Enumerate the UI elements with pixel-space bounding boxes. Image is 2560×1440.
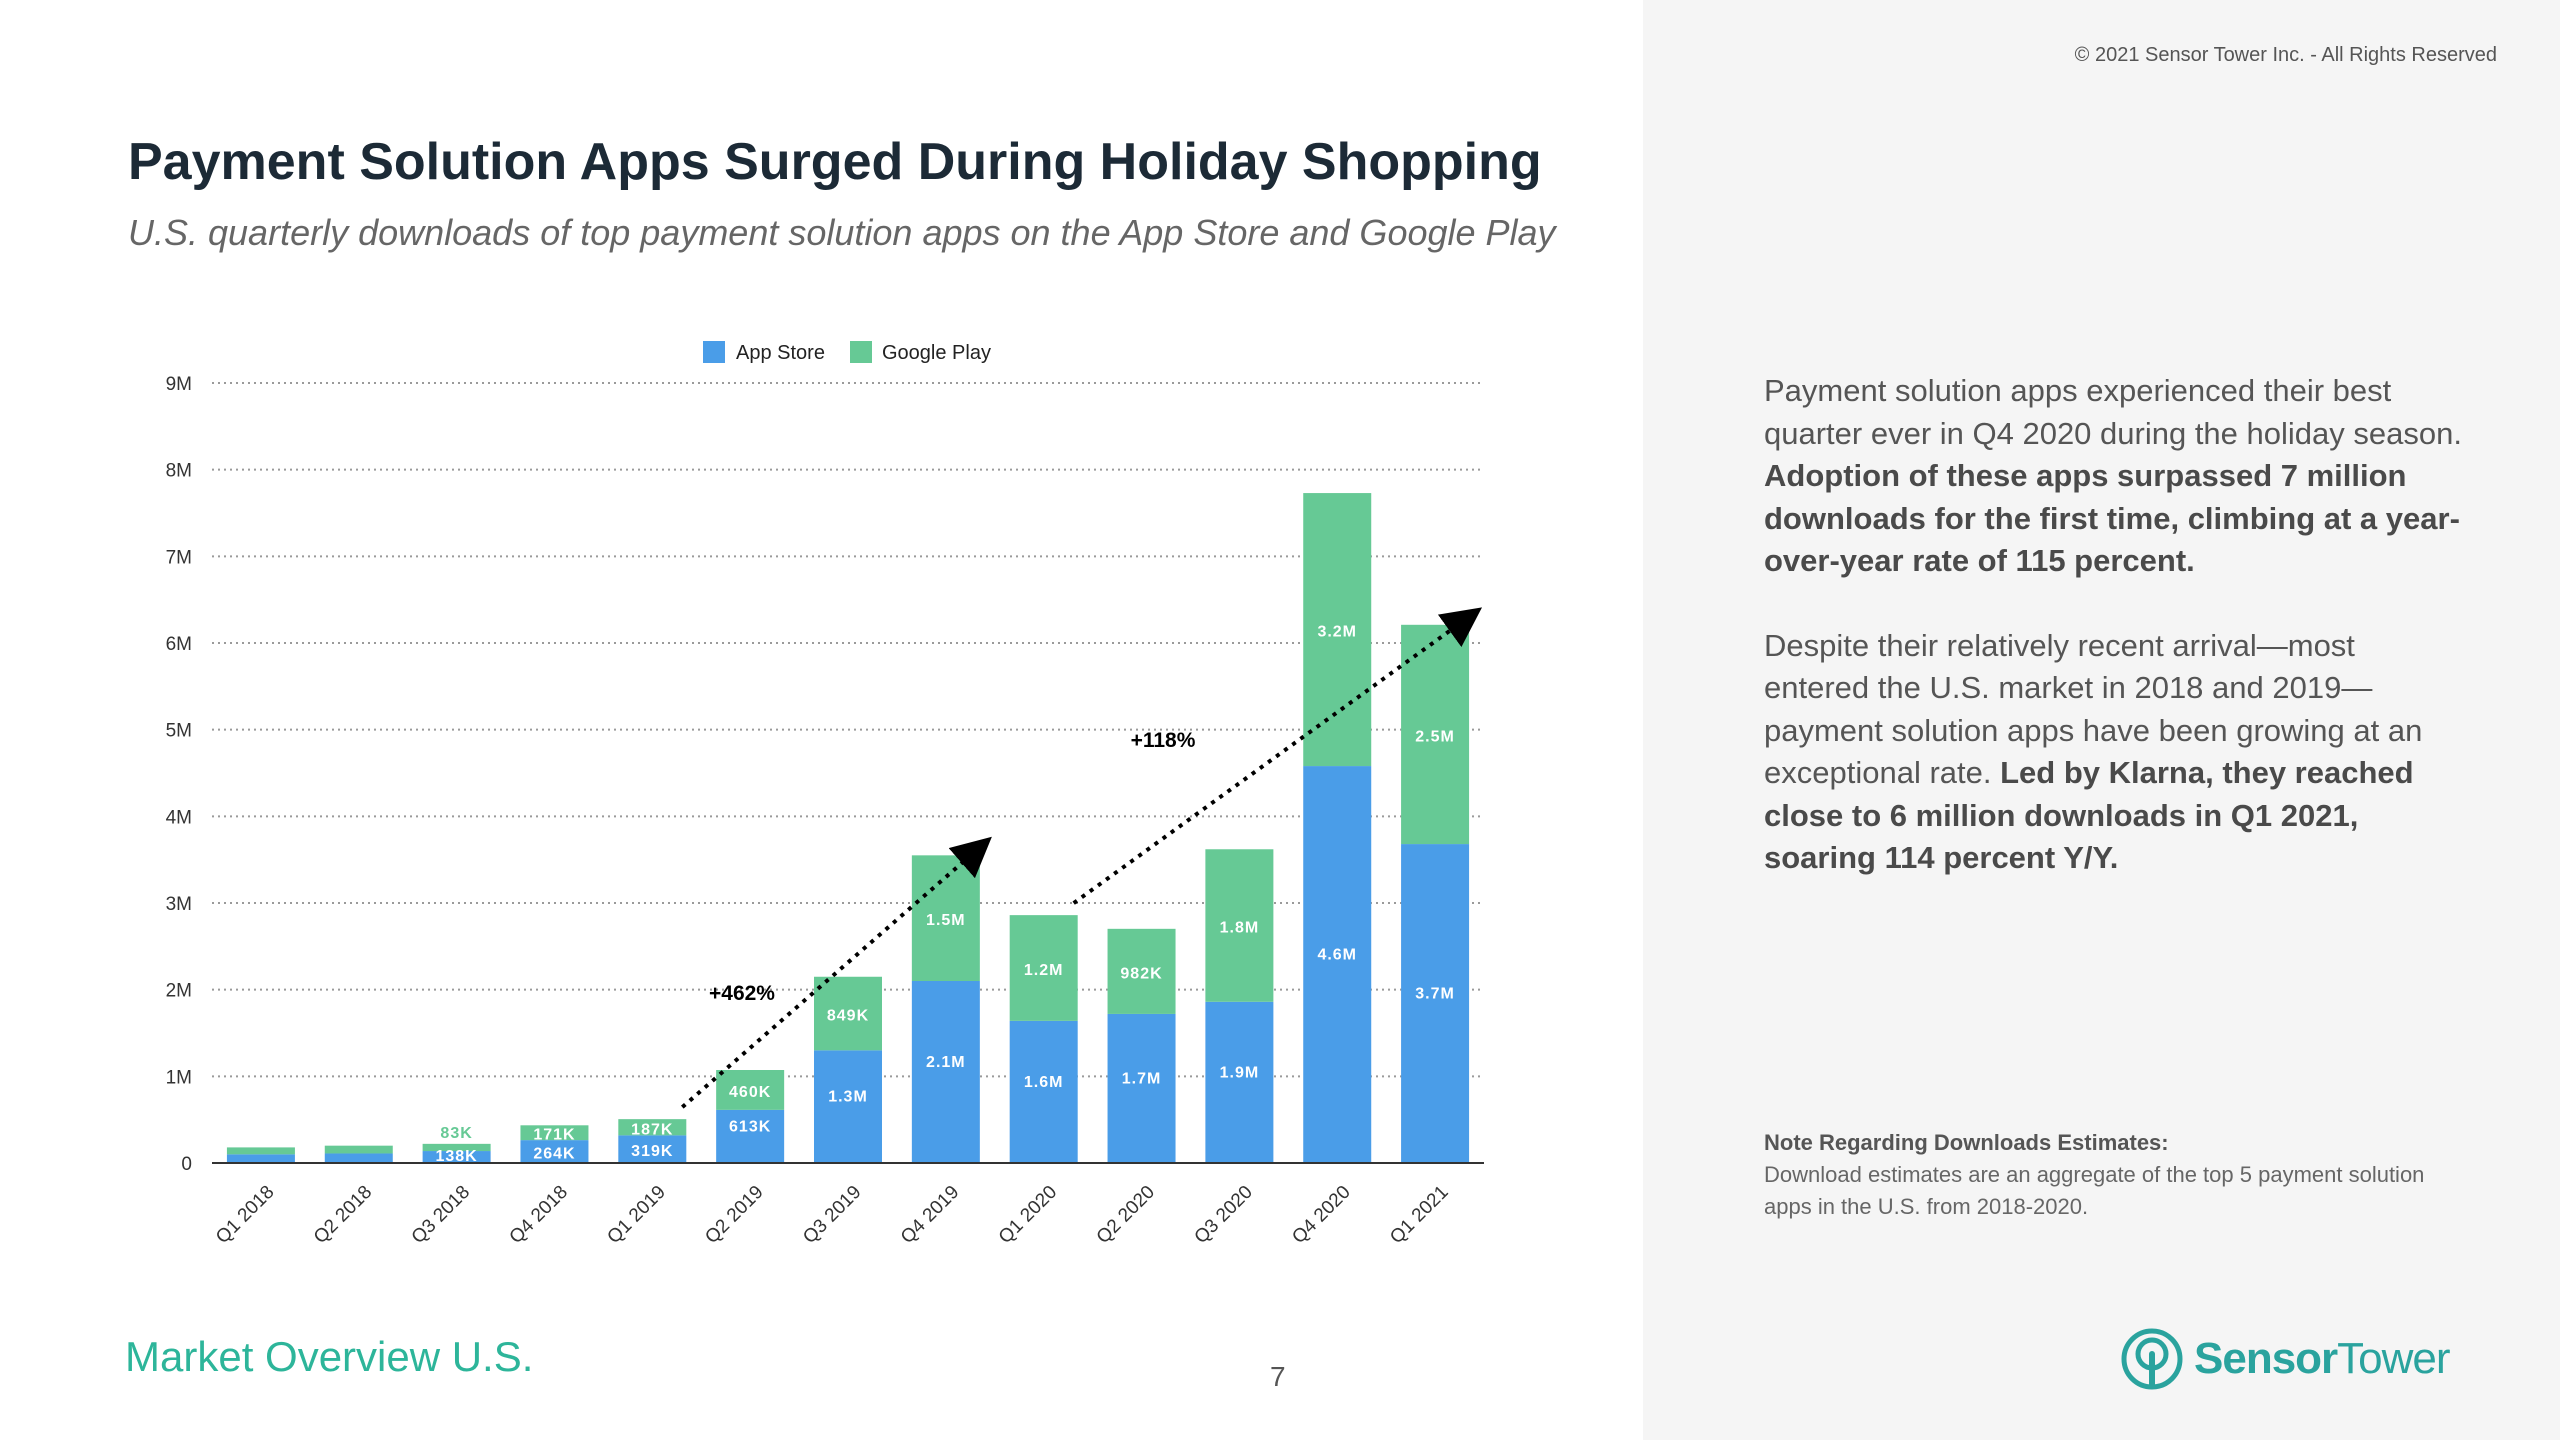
y-tick-label: 8M	[166, 461, 192, 482]
data-label: 982K	[1120, 965, 1162, 982]
logo-text-tower: Tower	[2337, 1334, 2450, 1383]
x-tick-label: Q2 2018	[310, 1182, 376, 1248]
description: Payment solution apps experienced their …	[1764, 370, 2464, 922]
x-tick-label: Q3 2019	[799, 1182, 865, 1248]
data-label: 460K	[729, 1084, 771, 1101]
bar-app-store	[1401, 844, 1470, 1163]
desc-p1-bold: Adoption of these apps surpassed 7 milli…	[1764, 458, 2460, 578]
bar-google-play	[1107, 928, 1176, 1014]
bar-google-play	[520, 1125, 589, 1141]
desc-p2-text: Despite their relatively recent arrival—…	[1764, 627, 2423, 791]
y-tick-label: 9M	[166, 374, 192, 395]
sensor-tower-logo: SensorTower	[2120, 1327, 2451, 1391]
desc-p2-bold: Led by Klarna, they reached close to 6 m…	[1764, 755, 2414, 875]
x-tick-label: Q2 2019	[701, 1182, 767, 1248]
bar-google-play	[226, 1147, 295, 1155]
note-text: Download estimates are an aggregate of t…	[1764, 1162, 2425, 1219]
legend-label-google-play: Google Play	[882, 342, 991, 364]
bar-google-play	[1009, 915, 1078, 1021]
page-title: Payment Solution Apps Surged During Holi…	[128, 133, 1542, 191]
data-label: 1.7M	[1122, 1070, 1162, 1087]
x-tick-label: Q2 2020	[1093, 1182, 1159, 1248]
data-label: 319K	[631, 1143, 673, 1160]
x-tick-label: Q4 2018	[506, 1182, 572, 1248]
note-title: Note Regarding Downloads Estimates:	[1764, 1130, 2169, 1155]
description-paragraph-2: Despite their relatively recent arrival—…	[1764, 625, 2464, 880]
y-tick-label: 1M	[166, 1067, 192, 1088]
y-tick-label: 3M	[166, 894, 192, 915]
x-tick-label: Q4 2019	[897, 1182, 963, 1248]
y-tick-label: 6M	[166, 634, 192, 655]
x-tick-label: Q4 2020	[1288, 1182, 1354, 1248]
bar-google-play	[814, 976, 882, 1051]
bar-app-store	[422, 1151, 491, 1163]
y-tick-label: 4M	[166, 807, 192, 828]
data-label: 2.5M	[1415, 728, 1455, 745]
data-label: 171K	[533, 1127, 575, 1144]
data-label: 83K	[440, 1125, 472, 1142]
bar-app-store	[911, 981, 980, 1163]
bar-google-play	[422, 1143, 491, 1152]
copyright: © 2021 Sensor Tower Inc. - All Rights Re…	[2074, 44, 2497, 66]
bar-google-play	[618, 1119, 687, 1136]
bar-google-play	[1303, 493, 1372, 767]
y-tick-label: 2M	[166, 981, 192, 1002]
y-tick-label: 5M	[166, 721, 192, 742]
note: Note Regarding Downloads Estimates: Down…	[1764, 1127, 2444, 1223]
data-label: 1.3M	[828, 1089, 868, 1106]
description-paragraph-1: Payment solution apps experienced their …	[1764, 370, 2464, 583]
sensor-tower-logo-icon	[2121, 1328, 2183, 1390]
growth-annotation-label: +118%	[1131, 729, 1196, 752]
bar-google-play	[324, 1145, 393, 1154]
logo-text-sensor: Sensor	[2194, 1334, 2338, 1383]
x-tick-label: Q1 2021	[1386, 1182, 1452, 1248]
legend-label-app-store: App Store	[736, 342, 825, 364]
page-subtitle: U.S. quarterly downloads of top payment …	[128, 212, 1556, 253]
data-label: 138K	[435, 1148, 477, 1165]
right-panel	[1643, 0, 2560, 1440]
bar-google-play	[1205, 849, 1274, 1002]
data-label: 1.5M	[926, 912, 966, 929]
data-label: 187K	[631, 1121, 673, 1138]
logo-text: SensorTower	[2194, 1334, 2451, 1384]
bar-app-store	[1303, 766, 1372, 1163]
bar-app-store	[1205, 1001, 1274, 1163]
bar-app-store	[1107, 1013, 1176, 1163]
x-tick-label: Q1 2020	[995, 1182, 1061, 1248]
footer-section-title: Market Overview U.S.	[125, 1333, 534, 1380]
page-number: 7	[1270, 1361, 1286, 1392]
legend-swatch-google-play	[850, 341, 872, 363]
y-tick-label: 7M	[166, 547, 192, 568]
desc-p1-text: Payment solution apps experienced their …	[1764, 373, 2462, 451]
data-label: 3.7M	[1415, 986, 1455, 1003]
data-label: 1.8M	[1220, 920, 1260, 937]
data-label: 1.2M	[1024, 962, 1064, 979]
y-tick-label: 0	[181, 1154, 192, 1175]
data-label: 1.6M	[1024, 1074, 1064, 1091]
x-tick-label: Q1 2018	[212, 1182, 278, 1248]
legend-swatch-app-store	[703, 341, 725, 363]
data-label: 264K	[533, 1146, 575, 1163]
data-label: 613K	[729, 1118, 771, 1135]
x-tick-label: Q1 2019	[603, 1182, 669, 1248]
data-label: 2.1M	[926, 1054, 966, 1071]
x-tick-label: Q3 2020	[1191, 1182, 1257, 1248]
bar-app-store	[814, 1050, 882, 1163]
bar-app-store	[618, 1135, 687, 1163]
bar-app-store	[716, 1109, 785, 1163]
data-label: 3.2M	[1317, 624, 1357, 641]
data-label: 849K	[827, 1008, 869, 1025]
bar-google-play	[1401, 624, 1470, 845]
bar-app-store	[1009, 1020, 1078, 1163]
bar-app-store	[520, 1140, 589, 1163]
data-label: 1.9M	[1220, 1064, 1260, 1081]
bar-google-play	[716, 1070, 785, 1110]
data-label: 4.6M	[1317, 947, 1357, 964]
growth-arrow	[1072, 607, 1483, 905]
x-tick-label: Q3 2018	[408, 1182, 474, 1248]
growth-annotation-label: +462%	[709, 982, 775, 1005]
bar-app-store	[226, 1154, 295, 1163]
bar-app-store	[324, 1153, 393, 1163]
chart: 0 1M 2M 3M 4M 5M 6M 7M 8M 9M 138K 83K 264K 171K 319K 18…	[166, 341, 1484, 1248]
